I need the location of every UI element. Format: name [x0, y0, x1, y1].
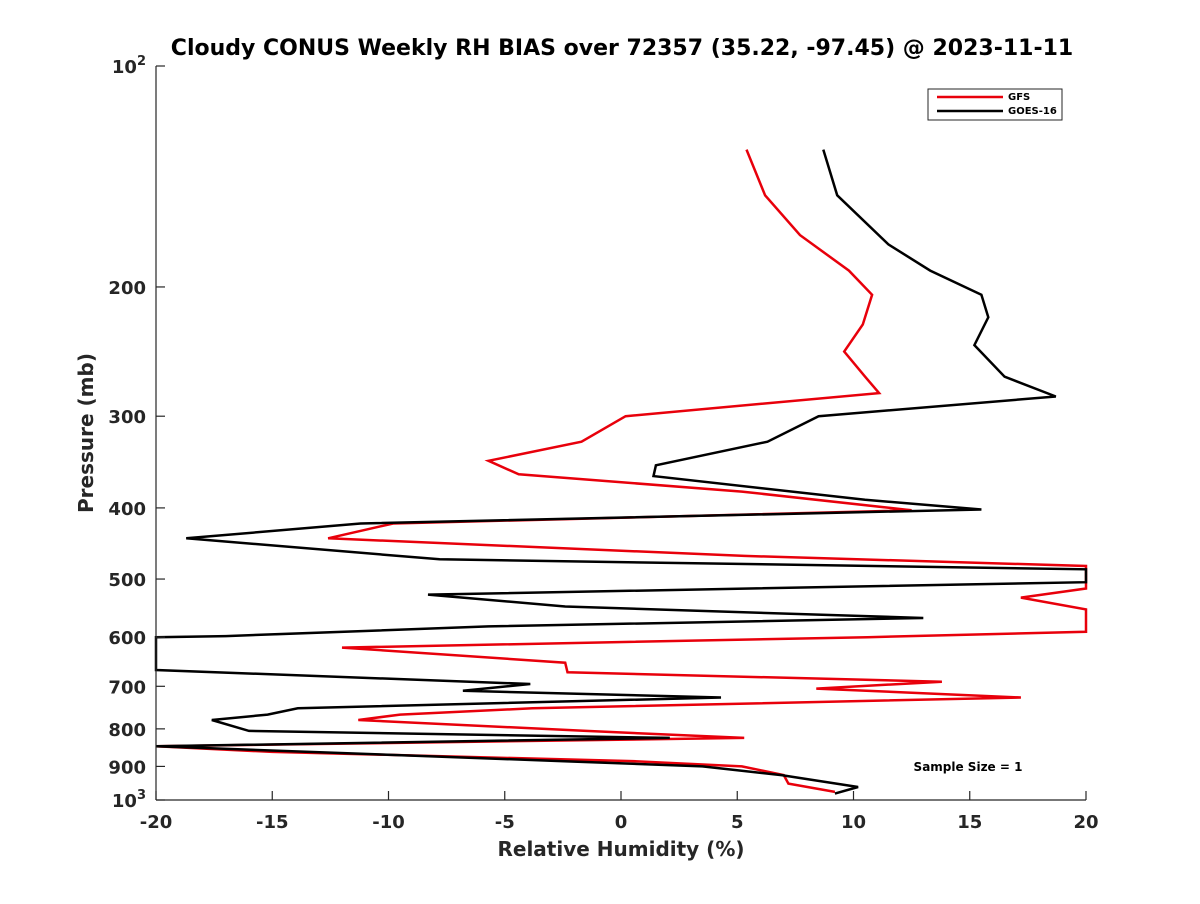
y-axis-label: Pressure (mb) [74, 353, 98, 513]
series-line-goes-16 [154, 149, 1088, 795]
y-tick-label: 700 [108, 677, 146, 698]
x-tick-label: 10 [841, 812, 866, 833]
x-tick-label: 20 [1073, 812, 1098, 833]
y-tick-label: 500 [108, 570, 146, 591]
chart-title: Cloudy CONUS Weekly RH BIAS over 72357 (… [171, 36, 1073, 61]
x-axis-label: Relative Humidity (%) [497, 837, 744, 861]
y-tick-label: 800 [108, 720, 146, 741]
x-tick-label: 15 [957, 812, 982, 833]
x-tick-label: -10 [372, 812, 405, 833]
x-tick-label: -20 [140, 812, 173, 833]
sample-size-annotation: Sample Size = 1 [914, 760, 1023, 774]
y-tick-label: 103 [112, 788, 146, 812]
legend-box [927, 88, 1063, 121]
legend: GFS GOES-16 [927, 88, 1063, 121]
y-tick-label: 200 [108, 278, 146, 299]
y-tick-label: 900 [108, 757, 146, 778]
y-tick-label: 102 [112, 54, 146, 78]
x-tick-label: 0 [615, 812, 628, 833]
y-tick-label: 400 [108, 499, 146, 520]
legend-goes-label: GOES-16 [1008, 106, 1057, 117]
y-ticks: 102 200 300 400 500 600 700 800 900 103 [108, 54, 165, 812]
y-tick-label: 600 [108, 628, 146, 649]
x-ticks: -20 -15 -10 -5 0 5 10 15 20 [140, 791, 1099, 833]
x-tick-label: -5 [495, 812, 515, 833]
plot-lines [154, 149, 1088, 795]
legend-gfs-label: GFS [1008, 92, 1030, 103]
y-tick-label: 300 [108, 407, 146, 428]
x-tick-label: 5 [731, 812, 744, 833]
x-tick-label: -15 [256, 812, 289, 833]
